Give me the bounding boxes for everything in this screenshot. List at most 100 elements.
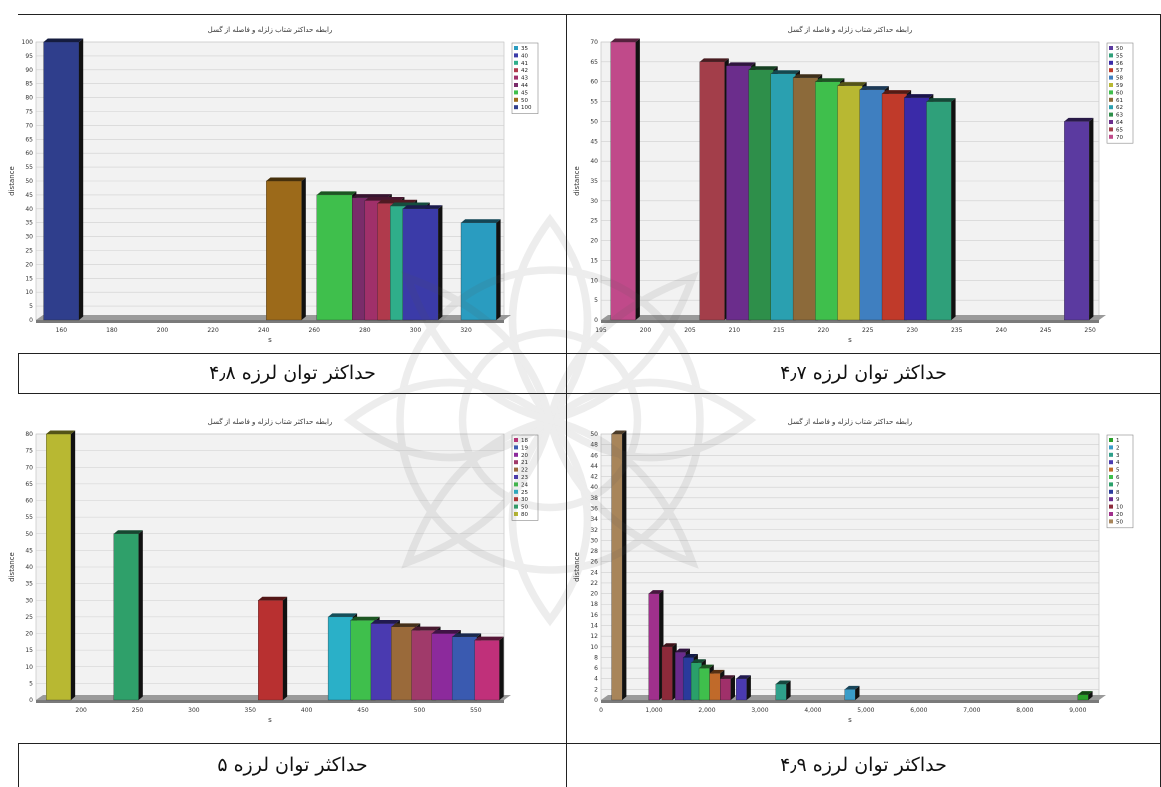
y-tick-label: 42	[590, 474, 598, 481]
legend-swatch	[1109, 452, 1113, 457]
bar-top	[726, 62, 756, 66]
y-tick-label: 0	[29, 317, 33, 324]
bar-front	[881, 93, 908, 321]
y-tick-label: 55	[590, 99, 598, 106]
y-tick-label: 24	[590, 569, 598, 576]
x-tick-label: 225	[862, 327, 874, 334]
table-border-left	[18, 353, 19, 393]
legend-swatch	[1109, 112, 1113, 117]
y-tick-label: 30	[25, 597, 33, 604]
bar-top	[113, 530, 143, 534]
table-border-top	[18, 14, 1161, 15]
chart-title: رابطه حداکثر شتاب زلزله و فاصله از گسل	[788, 417, 913, 426]
bar-front	[1077, 694, 1089, 701]
bar-side	[1088, 691, 1093, 700]
legend-swatch	[1109, 53, 1113, 58]
bar-top	[683, 653, 698, 658]
legend-swatch	[1109, 519, 1113, 524]
legend-label: 6	[1116, 475, 1120, 481]
bar-front	[316, 194, 353, 321]
x-tick-label: 210	[729, 327, 741, 334]
legend-label: 50	[1116, 519, 1123, 525]
y-tick-label: 38	[590, 495, 598, 502]
y-tick-label: 20	[25, 261, 33, 268]
y-tick-label: 40	[25, 206, 33, 213]
bar-top	[699, 664, 714, 669]
y-tick-label: 25	[25, 248, 33, 255]
legend-swatch	[514, 460, 518, 465]
bar-top	[904, 94, 934, 98]
legend-swatch	[1109, 489, 1113, 494]
y-tick-label: 5	[594, 297, 598, 304]
legend-swatch	[1109, 467, 1113, 472]
x-tick-label: 180	[106, 327, 118, 334]
bar-top	[844, 685, 860, 690]
bar-side	[855, 685, 860, 700]
bar-top	[1064, 117, 1094, 122]
x-tick-label: 200	[640, 327, 652, 334]
bar-side	[79, 38, 84, 320]
bar	[474, 636, 504, 701]
legend-swatch	[1109, 438, 1113, 442]
legend-label: 42	[521, 68, 528, 74]
bar	[720, 675, 735, 701]
bar	[648, 590, 664, 701]
x-tick-label: 205	[684, 327, 696, 334]
y-tick-label: 36	[590, 505, 598, 512]
legend-swatch	[514, 83, 518, 87]
bar-top	[926, 98, 956, 102]
legend-swatch	[1109, 46, 1113, 50]
y-tick-label: 10	[590, 644, 598, 651]
bar-front	[611, 433, 623, 701]
bar-front	[43, 41, 80, 321]
y-tick-label: 50	[590, 431, 598, 438]
bar-side	[951, 98, 956, 320]
x-tick-label: 300	[410, 327, 422, 334]
y-tick-label: 5	[29, 303, 33, 310]
y-tick-label: 65	[25, 481, 33, 488]
x-tick-label: 200	[75, 707, 87, 714]
legend-label: 100	[521, 105, 532, 111]
legend-swatch	[1109, 482, 1113, 487]
y-tick-label: 15	[25, 275, 33, 282]
y-tick-label: 75	[25, 109, 33, 116]
y-tick-label: 35	[590, 178, 598, 185]
bar-top	[377, 199, 418, 204]
bar-top	[610, 38, 640, 42]
legend-swatch	[1109, 445, 1113, 450]
caption-bottom-left: حداکثر توان لرزه ۵	[217, 754, 368, 776]
y-tick-label: 40	[590, 484, 598, 491]
chart-floor-edge	[36, 700, 504, 703]
bar-side	[635, 38, 640, 320]
table-border-mid2	[18, 393, 1161, 394]
legend-swatch	[1109, 460, 1113, 465]
legend-label: 44	[521, 83, 528, 89]
bar-top	[390, 202, 430, 207]
x-tick-label: 235	[951, 327, 963, 334]
legend-label: 56	[1116, 61, 1123, 67]
legend-swatch	[1109, 512, 1113, 516]
x-tick-label: 450	[357, 707, 369, 714]
y-tick-label: 20	[590, 591, 598, 598]
chart-title: رابطه حداکثر شتاب زلزله و فاصله از گسل	[788, 25, 913, 34]
x-tick-label: 1,000	[645, 707, 662, 714]
bar-front	[610, 41, 636, 321]
y-tick-label: 70	[25, 464, 33, 471]
y-tick-label: 45	[25, 192, 33, 199]
bar	[402, 205, 443, 321]
bar-top	[431, 630, 461, 634]
y-tick-label: 70	[25, 122, 33, 129]
bar-front	[266, 180, 302, 321]
bar	[43, 38, 84, 321]
y-tick-label: 75	[25, 448, 33, 455]
legend-swatch	[514, 53, 518, 58]
y-tick-label: 22	[590, 580, 598, 587]
x-tick-label: 300	[188, 707, 200, 714]
legend-label: 9	[1116, 497, 1120, 503]
x-tick-label: 250	[132, 707, 144, 714]
x-tick-label: 195	[595, 327, 607, 334]
legend	[1106, 42, 1134, 144]
x-tick-label: 8,000	[1016, 707, 1033, 714]
legend-label: 63	[1116, 113, 1123, 119]
bar-top	[364, 196, 405, 201]
